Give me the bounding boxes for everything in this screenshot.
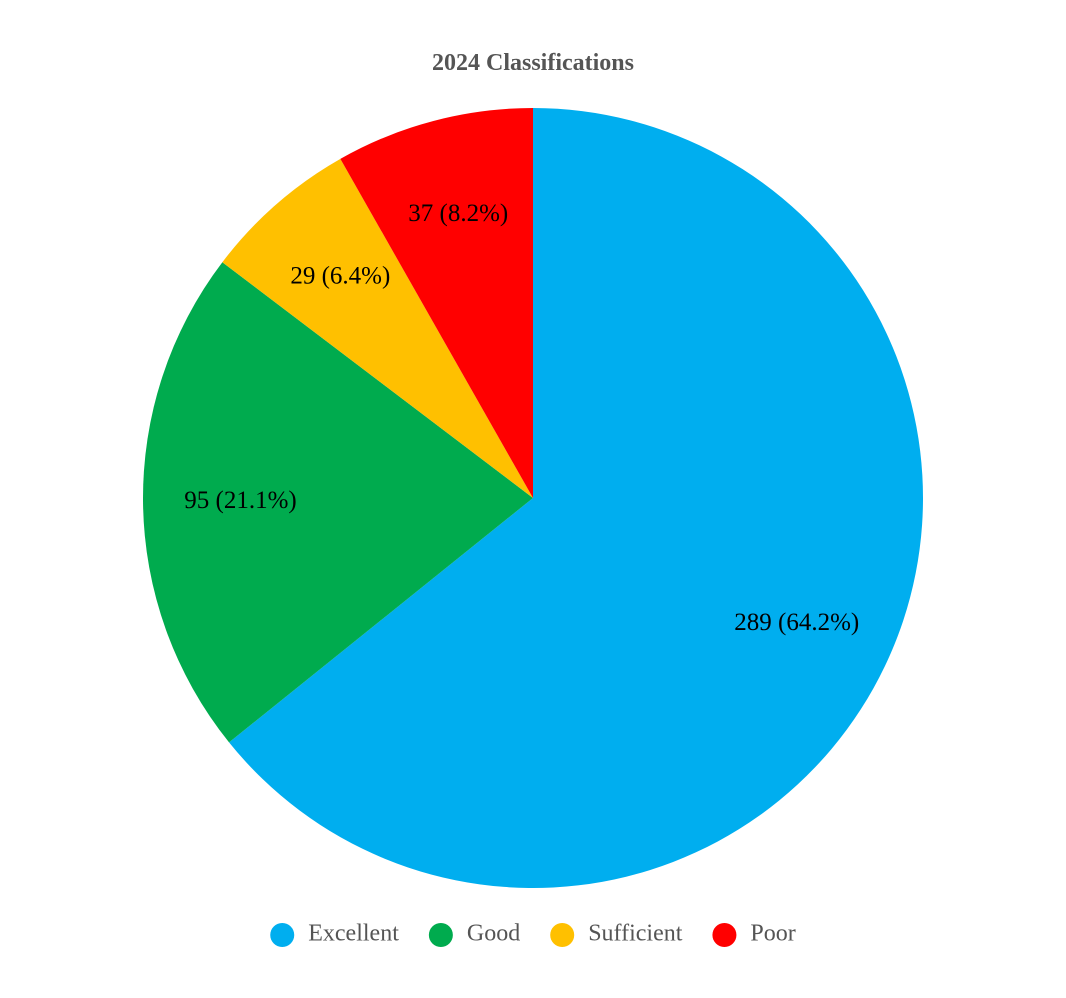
pie-slices <box>143 108 924 889</box>
legend-marker-good <box>428 923 453 947</box>
legend-item-sufficient: Sufficient <box>550 921 683 947</box>
legend-item-good: Good <box>428 921 520 947</box>
legend-label-sufficient: Sufficient <box>588 921 683 947</box>
legend-item-poor: Poor <box>712 921 796 947</box>
legend-marker-poor <box>712 923 737 947</box>
legend-label-poor: Poor <box>750 921 795 947</box>
slice-label-sufficient: 29 (6.4%) <box>290 263 390 290</box>
legend-marker-excellent <box>270 923 295 947</box>
pie-slice-labels: 289 (64.2%) 95 (21.1%) 29 (6.4%) 37 (8.2%) <box>184 200 859 636</box>
legend-marker-sufficient <box>550 923 575 947</box>
pie-slice-good <box>143 262 533 743</box>
slice-label-poor: 37 (8.2%) <box>408 200 508 227</box>
slice-label-good: 95 (21.1%) <box>184 487 296 514</box>
legend-label-excellent: Excellent <box>308 921 399 947</box>
pie-slice-excellent <box>229 108 924 889</box>
pie-slice-sufficient <box>222 158 533 498</box>
slice-label-excellent: 289 (64.2%) <box>734 609 859 636</box>
pie-slice-poor <box>340 108 533 498</box>
legend-label-good: Good <box>467 921 520 947</box>
legend-item-excellent: Excellent <box>270 921 399 947</box>
legend: Excellent Good Sufficient Poor <box>270 921 796 947</box>
chart-title: 2024 Classifications <box>432 50 634 76</box>
